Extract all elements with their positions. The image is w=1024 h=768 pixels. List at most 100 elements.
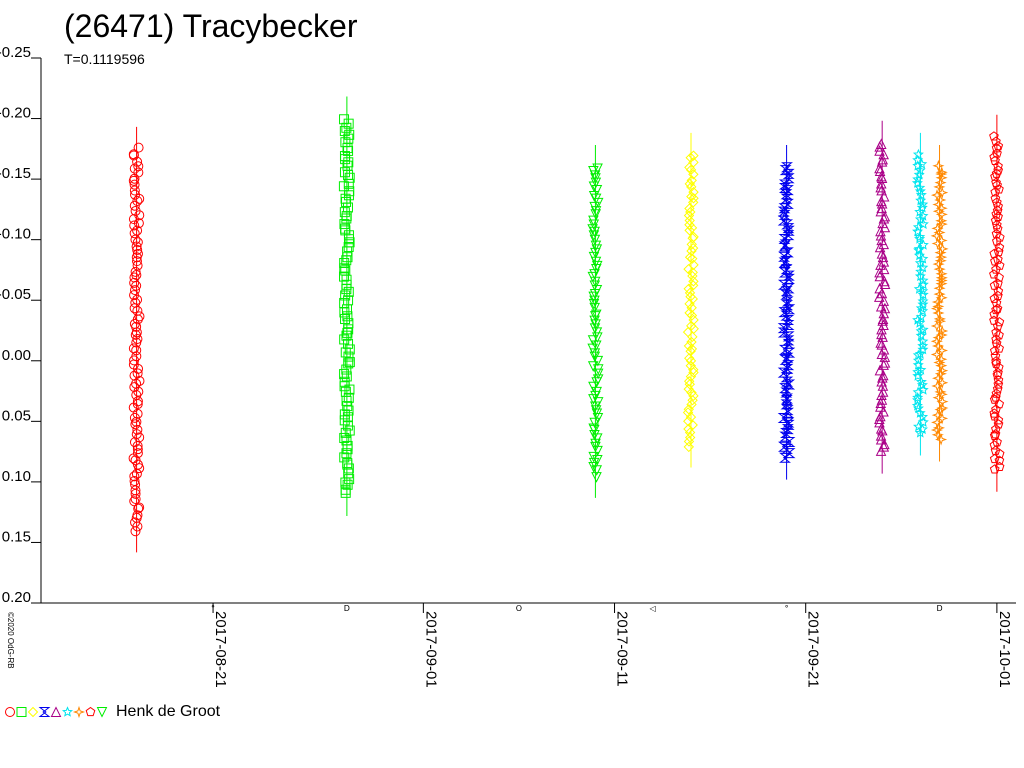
series-4-diamond [682,132,699,468]
data-point [343,145,354,156]
data-point [343,318,354,329]
data-point [915,376,927,387]
data-point [129,185,140,196]
data-point [917,340,929,351]
data-point [876,424,888,436]
data-point [589,302,600,314]
data-point [129,471,140,482]
data-point [912,359,924,370]
data-point [934,176,947,189]
data-point [991,334,1001,344]
data-point [991,388,1002,398]
data-point [993,141,1004,151]
data-point [130,526,141,537]
data-point [341,371,352,382]
data-point [343,234,354,245]
data-point [877,251,889,263]
series-8-plus-diamond [930,145,949,462]
data-point [132,444,143,455]
data-point [131,241,142,252]
data-point [780,286,793,297]
data-point [993,201,1003,211]
data-point [991,304,1001,315]
data-point [129,303,140,314]
legend-symbol-star [61,706,74,717]
data-point [686,399,697,410]
data-point [132,440,143,451]
data-point [131,280,142,291]
data-point [590,240,602,252]
data-point [874,266,885,278]
data-point [341,395,352,406]
data-point [133,363,144,374]
data-point [783,347,796,358]
legend: Henk de Groot [4,702,220,722]
data-point [128,175,139,186]
y-tick-label: 0.05 [2,407,31,424]
data-point [685,152,696,163]
data-point [917,278,929,290]
data-point [782,407,794,418]
data-point [687,280,699,291]
data-point [590,438,601,450]
data-point [875,181,886,193]
chart-title: (26471) Tracybecker [64,8,358,44]
data-point [130,494,141,505]
data-point [592,197,604,209]
data-point [687,270,698,282]
data-point [933,180,946,194]
data-point [134,193,145,204]
data-point [914,317,926,328]
data-point [339,415,350,426]
data-point [914,257,926,268]
data-point [917,305,929,316]
data-point [912,392,924,403]
data-point [686,310,698,321]
x-tick-label: 2017-09-21 [805,611,822,688]
data-point [917,239,929,250]
data-point [686,302,697,313]
data-point [588,298,600,310]
series-2-square [338,96,355,516]
data-point [779,165,792,176]
data-point [917,416,929,427]
data-point [936,376,949,389]
y-tick-label: -0.10 [0,226,31,243]
data-point [991,143,1002,153]
data-point [340,154,351,165]
moon-phase-marker: O [516,604,522,613]
plot-area [128,96,1005,553]
series-9-pentagon [989,114,1005,492]
data-point [876,172,888,184]
data-point [589,226,600,238]
data-point [989,453,1000,464]
data-point [684,427,696,438]
data-point [989,269,999,279]
data-point [783,436,796,447]
data-point [875,205,887,217]
data-point [590,206,602,217]
data-point [129,370,140,381]
data-point [783,304,796,315]
data-point [912,173,924,185]
data-point [132,368,143,379]
data-point [993,362,1004,372]
data-point [990,171,1000,181]
y-axis: -0.25 -0.20 -0.15 -0.10 -0.05 0.00 0.05 0.10 0.1… [0,44,42,606]
data-point [878,190,890,202]
data-point [588,424,600,436]
data-point [993,379,1004,389]
data-point [343,392,354,403]
data-point [935,171,948,184]
data-point [913,168,925,180]
moon-phase-markers: ° D O ◁ ° D [211,604,943,613]
data-point [930,335,943,348]
data-point [341,196,352,207]
legend-symbols [5,705,108,719]
data-point [684,432,696,443]
data-point [342,479,353,490]
data-point [686,239,697,250]
data-point [343,358,354,369]
data-point [935,344,949,357]
